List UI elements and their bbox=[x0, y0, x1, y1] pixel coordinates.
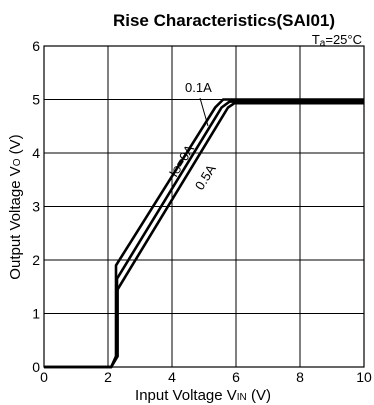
y-tick-label: 6 bbox=[32, 38, 40, 54]
x-axis-title-main: Input Voltage V bbox=[135, 387, 237, 404]
x-axis-title: Input Voltage VIN (V) bbox=[135, 387, 271, 404]
y-axis-title-main: Output Voltage V bbox=[7, 166, 24, 279]
y-axis-title: Output Voltage VO (V) bbox=[7, 134, 24, 279]
x-tick-label: 8 bbox=[296, 369, 304, 385]
tick-layer: 0 2 4 6 8 10 0 1 2 3 4 5 6 bbox=[32, 38, 372, 385]
y-tick-label: 1 bbox=[32, 306, 40, 322]
y-tick-label: 5 bbox=[32, 92, 40, 108]
series-line-0-5a bbox=[44, 101, 364, 369]
y-axis-title-sub: O bbox=[12, 158, 23, 166]
y-tick-label: 4 bbox=[32, 145, 40, 161]
temperature-condition: Ta=25°C bbox=[312, 32, 362, 49]
y-axis-title-rest: (V) bbox=[7, 134, 24, 158]
y-tick-label: 3 bbox=[32, 199, 40, 215]
x-tick-label: 10 bbox=[356, 369, 372, 385]
condition-rest: =25°C bbox=[325, 32, 362, 47]
x-tick-label: 4 bbox=[168, 369, 176, 385]
x-axis-title-sub: IN bbox=[237, 392, 247, 403]
condition-sub: a bbox=[320, 38, 326, 49]
series-label-0-5a: 0.5A bbox=[192, 162, 219, 193]
plot-frame bbox=[43, 45, 365, 368]
y-tick-label: 2 bbox=[32, 252, 40, 268]
x-axis-title-rest: (V) bbox=[247, 387, 271, 404]
series-line-io-0a bbox=[44, 98, 364, 369]
x-tick-label: 0 bbox=[40, 369, 48, 385]
x-tick-label: 6 bbox=[232, 369, 240, 385]
series-line-0-1a bbox=[44, 100, 364, 369]
io-label-main: I bbox=[166, 169, 181, 180]
series-layer bbox=[44, 98, 364, 369]
condition-main: T bbox=[312, 32, 320, 47]
y-tick-label: 0 bbox=[32, 359, 40, 375]
x-tick-label: 2 bbox=[104, 369, 112, 385]
series-label-0-1a-leader bbox=[199, 97, 209, 127]
chart-title: Rise Characteristics(SAI01) bbox=[113, 11, 335, 30]
series-label-io-0a: IO=0A bbox=[166, 142, 197, 180]
series-label-0-1a: 0.1A bbox=[185, 80, 212, 95]
